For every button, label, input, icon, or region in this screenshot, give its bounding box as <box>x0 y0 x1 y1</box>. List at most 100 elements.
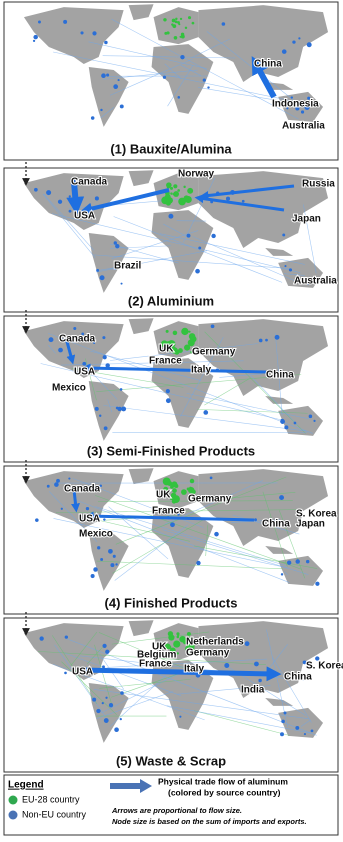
country-label: Russia <box>302 179 335 190</box>
non-eu-node <box>91 116 95 120</box>
non-eu-node <box>82 362 86 366</box>
non-eu-node <box>61 508 63 510</box>
non-eu-node <box>226 197 230 201</box>
eu-node <box>181 489 187 495</box>
country-label: Australia <box>282 121 325 132</box>
non-eu-node <box>100 109 102 111</box>
country-label: Japan <box>296 519 325 530</box>
eu-node <box>177 652 179 654</box>
non-eu-node <box>86 507 89 510</box>
eu-node <box>188 16 191 19</box>
country-label: Netherlands <box>186 637 244 648</box>
non-eu-node <box>170 522 175 527</box>
non-eu-node <box>210 477 213 480</box>
eu-swatch <box>9 796 18 805</box>
country-label: Germany <box>186 648 230 659</box>
eu-node <box>166 182 172 188</box>
non-eu-node <box>254 518 257 521</box>
non-eu-node <box>166 389 170 393</box>
non-eu-node <box>224 663 229 668</box>
non-eu-node <box>104 41 107 44</box>
non-eu-node <box>96 709 100 713</box>
non-eu-node <box>289 268 292 271</box>
non-eu-node <box>54 482 59 487</box>
eu-node <box>167 197 173 203</box>
non-eu-node <box>313 420 315 422</box>
country-label: France <box>139 659 172 670</box>
non-eu-node <box>163 76 166 79</box>
non-eu-node <box>115 563 117 565</box>
non-eu-node <box>120 691 124 695</box>
legend: Legend EU-28 country Non-EU country Phys… <box>4 775 338 835</box>
non-eu-node <box>113 84 118 89</box>
eu-node <box>178 198 186 206</box>
non-eu-node <box>284 712 287 715</box>
non-eu-node <box>102 336 105 339</box>
panel-title: (5) Waste & Scrap <box>116 753 226 768</box>
non-eu-node <box>114 727 119 732</box>
eu-node <box>166 31 169 34</box>
eu-node <box>189 333 196 340</box>
non-eu-node <box>195 269 200 274</box>
non-eu-node <box>284 425 288 429</box>
country-label: USA <box>79 514 100 525</box>
panel-title: (4) Finished Products <box>105 595 238 610</box>
non-eu-node <box>306 560 309 563</box>
non-eu-node <box>47 485 50 488</box>
non-eu-node <box>105 697 107 699</box>
eu-node <box>168 631 173 636</box>
non-eu-node <box>120 104 124 108</box>
non-eu-node <box>275 335 280 340</box>
country-label: USA <box>74 367 95 378</box>
non-eu-node <box>92 31 96 35</box>
non-eu-node <box>309 415 313 419</box>
non-eu-node <box>99 415 101 417</box>
non-eu-node <box>96 269 99 272</box>
eu-node <box>188 331 190 333</box>
non-eu-node <box>102 644 106 648</box>
country-label: Canada <box>64 484 101 495</box>
non-eu-node <box>121 406 126 411</box>
eu-node <box>187 188 193 194</box>
non-eu-node <box>279 495 284 500</box>
country-label: Norway <box>178 169 215 180</box>
country-label: Germany <box>188 494 232 505</box>
non-eu-node <box>65 635 68 638</box>
non-eu-node <box>258 679 261 682</box>
eu-node <box>187 632 191 636</box>
eu-node <box>174 36 178 40</box>
eu-node <box>177 635 179 637</box>
non-eu-node <box>109 703 113 707</box>
non-eu-node <box>63 20 67 24</box>
eu-node <box>185 346 188 349</box>
non-eu-node <box>102 665 105 668</box>
eu-node <box>174 493 177 496</box>
eu-node <box>173 191 179 197</box>
eu-node <box>173 331 178 336</box>
eu-node <box>166 330 169 333</box>
non-eu-node <box>56 479 60 483</box>
eu-node <box>181 328 188 335</box>
eu-node <box>170 192 172 194</box>
country-label: USA <box>74 211 95 222</box>
non-eu-node <box>38 21 41 24</box>
eu-node <box>173 640 180 647</box>
eu-node <box>172 495 180 503</box>
non-eu-node <box>39 636 43 640</box>
country-label: China <box>266 370 294 381</box>
non-eu-node <box>307 42 312 47</box>
eu-node <box>167 481 172 486</box>
non-eu-node <box>280 732 284 736</box>
non-eu-node <box>207 86 209 88</box>
non-eu-node <box>80 31 83 34</box>
non-eu-node <box>166 398 171 403</box>
non-eu-node <box>118 79 120 81</box>
non-eu-node <box>245 641 250 646</box>
non-eu-node <box>259 339 263 343</box>
panel-title: (3) Semi-Finished Products <box>87 443 255 458</box>
non-eu-node <box>64 672 67 675</box>
non-eu-node <box>179 716 181 718</box>
